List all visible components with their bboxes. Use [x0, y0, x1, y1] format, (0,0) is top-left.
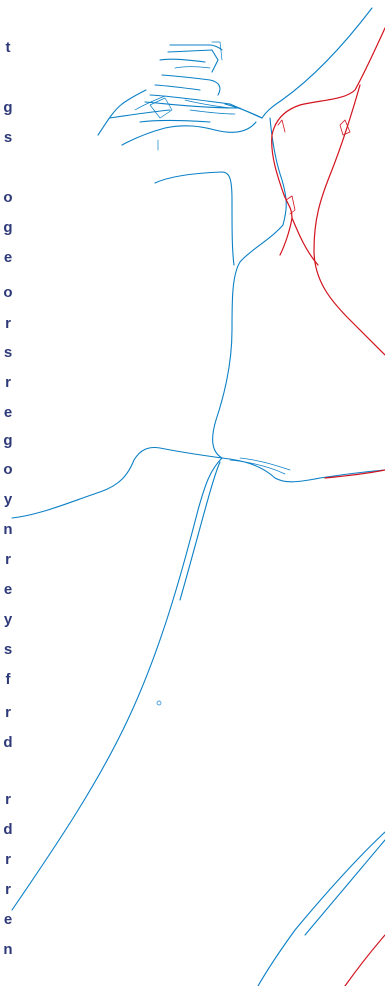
edge-label: e — [3, 249, 13, 266]
blue-route-line — [161, 74, 221, 96]
blue-route-line — [212, 224, 284, 459]
blue-route-line — [109, 109, 171, 119]
edge-label: r — [5, 374, 11, 391]
red-route-line — [344, 934, 385, 986]
edge-label: r — [5, 851, 11, 868]
edge-label: r — [5, 791, 11, 808]
blue-route-line — [211, 41, 223, 61]
red-route-line — [285, 195, 296, 215]
edge-label: g — [3, 99, 13, 116]
blue-route-line — [97, 89, 147, 136]
red-route-line — [313, 84, 385, 356]
blue-route-line — [11, 446, 223, 519]
edge-label-column: t g s o g e o r s r e g o y n r e y s f … — [0, 0, 20, 986]
blue-route-line — [214, 121, 257, 133]
blue-route-line — [174, 66, 211, 69]
edge-label: s — [3, 344, 13, 361]
red-route-line — [339, 119, 351, 136]
blue-route-line — [149, 94, 263, 119]
blue-route-line — [159, 58, 206, 63]
blue-route-line — [229, 459, 286, 475]
blue-route-line — [184, 99, 231, 109]
edge-label: r — [5, 881, 11, 898]
edge-label: o — [3, 189, 13, 206]
edge-label: d — [3, 734, 13, 751]
edge-label: o — [3, 284, 13, 301]
blue-route-line — [167, 49, 219, 73]
edge-label: y — [3, 611, 13, 628]
blue-route-line — [179, 461, 221, 601]
blue-route-line — [139, 119, 211, 123]
blue-route-line — [149, 97, 173, 119]
edge-label: g — [3, 219, 13, 236]
blue-route-line — [261, 7, 373, 119]
edge-label: r — [5, 704, 11, 721]
edge-label: e — [3, 581, 13, 598]
edge-label: n — [3, 521, 13, 538]
red-route-network — [271, 27, 385, 986]
edge-label: r — [5, 551, 11, 568]
red-route-line — [291, 217, 319, 266]
blue-route-network — [11, 7, 385, 986]
red-route-line — [279, 217, 293, 256]
edge-label: n — [3, 941, 13, 958]
blue-route-line — [121, 125, 216, 146]
edge-label: f — [5, 671, 11, 688]
station-marker — [156, 700, 162, 706]
edge-label: e — [3, 404, 13, 421]
blue-route-line — [239, 457, 291, 471]
blue-route-line — [134, 95, 166, 111]
edge-label: g — [3, 432, 13, 449]
blue-route-line — [169, 44, 223, 51]
red-route-line — [277, 119, 286, 133]
blue-route-line — [189, 109, 236, 115]
edge-label: e — [3, 911, 13, 928]
blue-route-line — [257, 831, 385, 986]
edge-label: o — [3, 461, 13, 478]
edge-label: r — [5, 315, 11, 332]
edge-label: s — [3, 129, 13, 146]
edge-label: t — [5, 39, 11, 56]
edge-label: s — [3, 641, 13, 658]
blue-route-line — [11, 457, 223, 911]
edge-label: y — [3, 491, 13, 508]
red-route-line — [324, 469, 385, 479]
blue-route-line — [154, 171, 235, 266]
blue-route-line — [154, 84, 201, 91]
blue-route-line — [304, 839, 385, 936]
red-route-line — [271, 27, 385, 219]
edge-label: d — [3, 821, 13, 838]
blue-route-line — [221, 457, 385, 483]
